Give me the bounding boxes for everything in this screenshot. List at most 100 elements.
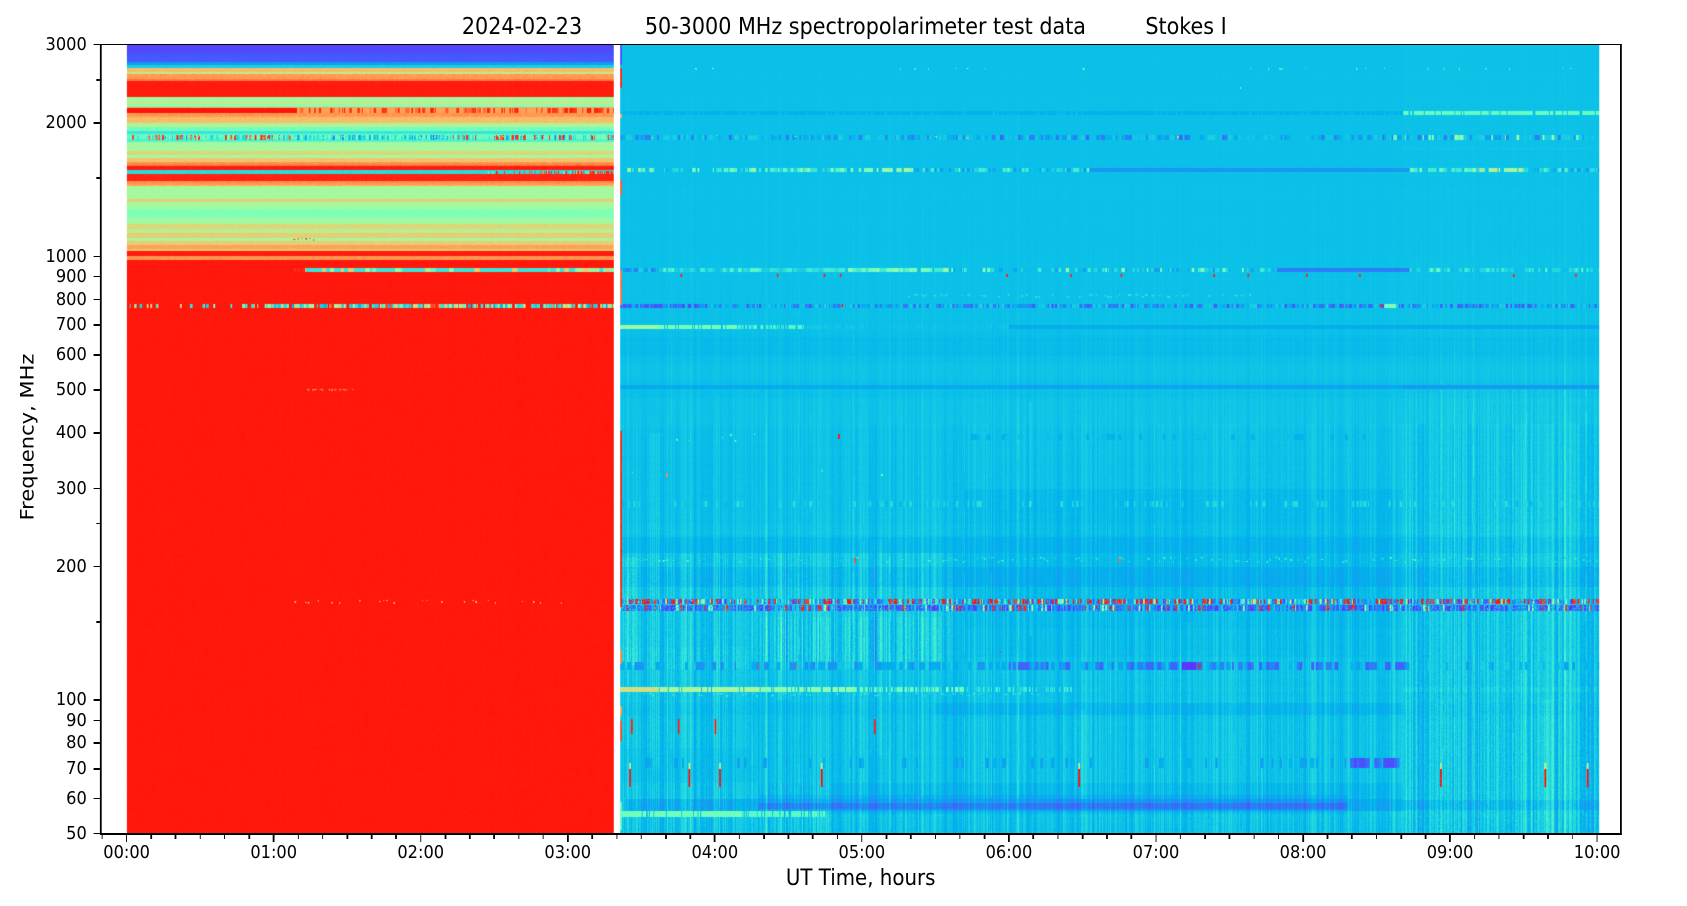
y-minor-tick	[96, 177, 101, 180]
y-major-tick	[93, 298, 101, 301]
y-major-tick	[93, 487, 101, 490]
x-minor-tick	[591, 834, 594, 839]
x-major-tick	[714, 834, 716, 842]
x-minor-tick	[1375, 834, 1378, 839]
x-minor-tick	[1326, 834, 1329, 839]
x-minor-tick	[1400, 834, 1402, 839]
y-major-tick	[93, 719, 101, 722]
y-tick-label: 2000	[45, 112, 87, 134]
x-minor-tick	[174, 834, 177, 839]
x-minor-tick	[1547, 834, 1549, 839]
y-tick-label: 200	[55, 555, 87, 577]
spine-left	[100, 43, 102, 835]
x-minor-tick	[983, 834, 986, 839]
y-major-tick	[93, 699, 101, 701]
title-main: 50-3000 MHz spectropolarimeter test data	[644, 13, 1086, 40]
y-tick-label: 400	[55, 422, 87, 444]
x-minor-tick	[101, 834, 103, 839]
x-major-tick	[272, 834, 275, 842]
x-minor-tick	[1057, 834, 1059, 839]
x-minor-tick	[787, 834, 790, 839]
x-minor-tick	[1032, 834, 1035, 839]
x-tick-label: 02:00	[397, 841, 445, 863]
x-tick-label: 09:00	[1426, 841, 1474, 863]
x-minor-tick	[321, 834, 324, 839]
x-minor-tick	[738, 834, 741, 839]
x-tick-label: 00:00	[103, 841, 150, 863]
x-tick-label: 08:00	[1279, 841, 1327, 863]
y-major-tick	[93, 565, 101, 568]
y-major-tick	[93, 389, 101, 391]
x-minor-tick	[934, 834, 937, 839]
x-minor-tick	[469, 834, 471, 839]
x-minor-tick	[1204, 834, 1206, 839]
x-minor-tick	[223, 834, 226, 839]
y-tick-label: 800	[55, 288, 87, 310]
x-minor-tick	[150, 834, 152, 839]
y-tick-label: 900	[55, 266, 87, 288]
x-minor-tick	[1179, 834, 1182, 839]
x-major-tick	[420, 834, 422, 842]
x-minor-tick	[1498, 834, 1500, 839]
x-major-tick	[567, 834, 569, 842]
x-minor-tick	[1424, 834, 1427, 839]
y-major-tick	[93, 43, 101, 46]
x-tick-label: 10:00	[1573, 841, 1621, 863]
spine-right	[1620, 43, 1622, 835]
x-minor-tick	[1130, 834, 1133, 839]
spectrogram-canvas	[100, 44, 1621, 834]
x-tick-label: 06:00	[985, 841, 1033, 863]
x-tick-label: 04:00	[691, 841, 739, 863]
x-minor-tick	[836, 834, 839, 839]
y-tick-label: 1000	[45, 245, 87, 267]
x-minor-tick	[763, 834, 765, 839]
x-minor-tick	[444, 834, 446, 839]
y-tick-label: 3000	[45, 34, 87, 56]
y-tick-label: 90	[66, 709, 87, 731]
x-minor-tick	[493, 834, 495, 839]
x-minor-tick	[665, 834, 667, 839]
x-minor-tick	[959, 834, 961, 839]
x-major-tick	[1449, 834, 1451, 842]
y-minor-tick	[96, 79, 101, 81]
y-minor-tick	[96, 621, 101, 623]
x-minor-tick	[1522, 834, 1525, 839]
x-minor-tick	[1473, 834, 1476, 839]
x-minor-tick	[542, 834, 544, 839]
y-major-tick	[93, 324, 101, 326]
y-major-tick	[93, 768, 101, 770]
x-minor-tick	[1253, 834, 1255, 839]
y-major-tick	[93, 742, 101, 744]
y-major-tick	[93, 354, 101, 356]
title-date: 2024-02-23	[461, 13, 583, 40]
x-minor-tick	[518, 834, 520, 839]
x-minor-tick	[640, 834, 643, 839]
x-tick-label: 03:00	[544, 841, 592, 863]
y-tick-label: 700	[55, 314, 87, 336]
x-minor-tick	[1081, 834, 1084, 839]
x-major-tick	[861, 834, 863, 842]
x-major-tick	[1302, 834, 1304, 842]
plot-area	[100, 44, 1621, 834]
y-major-tick	[93, 797, 101, 800]
y-tick-label: 500	[55, 379, 87, 401]
y-major-tick	[93, 832, 101, 835]
y-major-tick	[93, 432, 101, 434]
x-minor-tick	[199, 834, 201, 839]
x-tick-label: 07:00	[1132, 841, 1180, 863]
x-tick-label: 05:00	[838, 841, 886, 863]
x-minor-tick	[395, 834, 397, 839]
x-axis-label: UT Time, hours	[785, 865, 936, 891]
x-minor-tick	[370, 834, 373, 839]
y-minor-tick	[96, 522, 101, 525]
title-stokes: Stokes I	[1145, 13, 1227, 40]
spine-top	[100, 43, 1622, 46]
x-minor-tick	[297, 834, 299, 839]
y-axis-label: Frequency, MHz	[16, 354, 39, 521]
y-tick-label: 100	[55, 689, 87, 711]
y-tick-label: 80	[66, 732, 87, 754]
y-major-tick	[93, 122, 101, 124]
y-tick-label: 50	[66, 822, 87, 844]
